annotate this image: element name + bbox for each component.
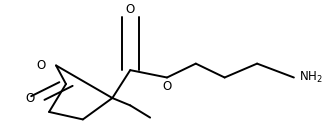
Text: O: O	[126, 3, 135, 16]
Text: NH$_2$: NH$_2$	[299, 70, 323, 85]
Text: O: O	[37, 59, 46, 72]
Text: O: O	[25, 91, 34, 105]
Text: O: O	[162, 80, 172, 93]
